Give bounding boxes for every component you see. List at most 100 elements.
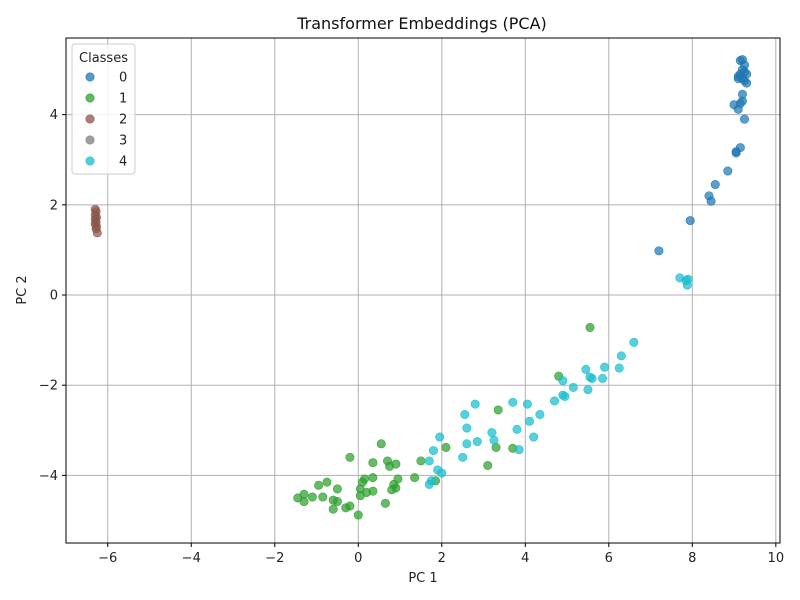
data-point-class-4 — [424, 456, 434, 466]
ticks-layer: −6 −4 −2 0 2 4 6 8 10 −4 −2 0 2 4 — [39, 108, 784, 566]
data-point-class-4 — [489, 435, 499, 445]
legend-label-1: 1 — [119, 92, 127, 107]
data-point-class-1 — [441, 442, 451, 452]
x-tick-label: −2 — [265, 551, 284, 566]
legend-label-2: 2 — [119, 113, 127, 128]
data-point-class-0 — [733, 104, 743, 114]
data-point-class-4 — [435, 432, 445, 442]
data-point-class-4 — [629, 337, 639, 347]
data-point-class-4 — [514, 445, 524, 455]
data-point-class-4 — [583, 385, 593, 395]
data-point-class-4 — [508, 397, 518, 407]
data-point-class-0 — [723, 166, 733, 176]
legend-label-3: 3 — [119, 134, 127, 149]
data-point-class-0 — [733, 74, 743, 84]
legend-title: Classes — [79, 51, 128, 66]
data-point-class-4 — [487, 428, 497, 438]
x-axis-label: PC 1 — [408, 571, 437, 586]
data-point-class-4 — [529, 432, 539, 442]
data-point-class-4 — [428, 446, 438, 456]
data-point-class-1 — [376, 439, 386, 449]
data-point-class-1 — [368, 473, 378, 483]
data-point-class-4 — [598, 373, 608, 383]
data-point-class-4 — [524, 416, 534, 426]
data-point-class-1 — [307, 492, 317, 502]
data-point-class-4 — [535, 409, 545, 419]
data-point-class-0 — [654, 246, 664, 256]
data-point-class-1 — [332, 497, 342, 507]
data-point-class-4 — [462, 439, 472, 449]
data-point-class-1 — [585, 322, 595, 332]
data-point-class-1 — [493, 405, 503, 415]
data-point-class-0 — [685, 216, 695, 226]
points-layer — [90, 55, 752, 520]
data-point-class-4 — [470, 399, 480, 409]
data-point-class-0 — [710, 180, 720, 190]
data-point-class-1 — [322, 477, 332, 487]
legend-marker-1 — [85, 93, 95, 103]
data-point-class-1 — [387, 485, 397, 495]
plot-frame — [65, 37, 781, 544]
legend-marker-0 — [85, 72, 95, 82]
data-point-class-1 — [483, 460, 493, 470]
legend-marker-4 — [85, 156, 95, 166]
y-tick-label: −2 — [39, 379, 58, 394]
data-point-class-0 — [740, 67, 750, 77]
data-point-class-4 — [568, 382, 578, 392]
data-point-class-4 — [581, 364, 591, 374]
data-point-class-1 — [368, 458, 378, 468]
data-point-class-1 — [299, 497, 309, 507]
grid-layer — [66, 38, 780, 543]
legend-label-4: 4 — [119, 155, 127, 170]
x-tick-label: 6 — [605, 551, 613, 566]
data-point-class-1 — [314, 480, 324, 490]
data-point-class-4 — [560, 391, 570, 401]
x-tick-label: 4 — [521, 551, 529, 566]
chart-title: Transformer Embeddings (PCA) — [296, 14, 547, 33]
y-tick-label: 2 — [50, 198, 58, 213]
data-point-class-1 — [385, 461, 395, 471]
data-point-class-4 — [550, 396, 560, 406]
data-point-class-4 — [424, 479, 434, 489]
y-tick-label: 4 — [50, 108, 58, 123]
data-point-class-2 — [92, 228, 102, 238]
y-tick-label: 0 — [50, 289, 58, 304]
data-point-class-1 — [353, 510, 363, 520]
data-point-class-0 — [740, 114, 750, 124]
data-point-class-4 — [558, 376, 568, 386]
data-point-class-4 — [462, 423, 472, 433]
data-point-class-1 — [318, 492, 328, 502]
y-tick-label: −4 — [39, 469, 58, 484]
data-point-class-1 — [355, 491, 365, 501]
data-point-class-1 — [332, 484, 342, 494]
data-point-class-4 — [522, 399, 532, 409]
legend-marker-2 — [85, 114, 95, 124]
legend-marker-3 — [85, 135, 95, 145]
data-point-class-1 — [380, 498, 390, 508]
legend-items: 0 1 2 3 4 — [85, 71, 127, 170]
data-point-class-1 — [410, 473, 420, 483]
data-point-class-4 — [600, 362, 610, 372]
data-point-class-4 — [682, 280, 692, 290]
x-tick-label: −6 — [98, 551, 117, 566]
data-point-class-1 — [416, 456, 426, 466]
data-point-class-4 — [458, 452, 468, 462]
data-point-class-4 — [460, 409, 470, 419]
data-point-class-0 — [731, 148, 741, 158]
x-tick-label: 10 — [768, 551, 785, 566]
x-tick-label: −4 — [182, 551, 201, 566]
x-tick-label: 0 — [354, 551, 362, 566]
data-point-class-4 — [512, 424, 522, 434]
data-point-class-4 — [616, 351, 626, 361]
x-tick-label: 8 — [688, 551, 696, 566]
data-point-class-1 — [345, 501, 355, 511]
data-point-class-4 — [437, 468, 447, 478]
y-axis-label: PC 2 — [15, 275, 30, 304]
data-point-class-4 — [585, 372, 595, 382]
x-tick-label: 2 — [438, 551, 446, 566]
legend-label-0: 0 — [119, 71, 127, 86]
data-point-class-0 — [742, 78, 752, 88]
data-point-class-0 — [706, 196, 716, 206]
data-point-class-4 — [472, 437, 482, 447]
